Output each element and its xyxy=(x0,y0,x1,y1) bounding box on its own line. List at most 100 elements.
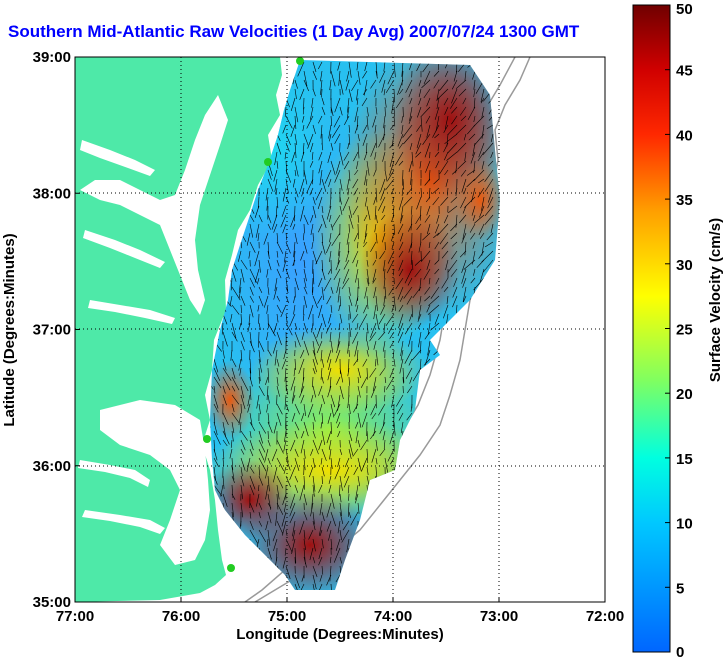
velocity-vector xyxy=(257,232,260,242)
velocity-vector xyxy=(419,205,422,221)
velocity-vector xyxy=(408,331,413,347)
velocity-vector xyxy=(426,124,431,138)
velocity-vector xyxy=(459,250,467,258)
velocity-vector xyxy=(258,475,264,486)
velocity-vector xyxy=(421,106,431,117)
velocity-vector xyxy=(433,70,440,77)
velocity-vector xyxy=(417,106,422,118)
velocity-vector xyxy=(352,205,359,216)
velocity-vector xyxy=(444,133,458,145)
velocity-vector xyxy=(375,250,377,259)
velocity-vector xyxy=(240,268,245,283)
velocity-vector xyxy=(466,169,476,176)
velocity-vector xyxy=(321,394,325,405)
velocity-vector xyxy=(258,214,263,223)
velocity-vector xyxy=(354,124,359,134)
velocity-vector xyxy=(408,241,413,253)
velocity-vector xyxy=(231,331,238,342)
velocity-vector xyxy=(444,115,449,129)
velocity-vector xyxy=(416,124,422,132)
velocity-vector xyxy=(318,547,323,560)
velocity-vector xyxy=(398,250,404,258)
velocity-vector xyxy=(433,178,440,185)
velocity-vector xyxy=(348,511,352,519)
velocity-vector xyxy=(450,223,458,232)
velocity-vector xyxy=(425,160,431,173)
velocity-vector xyxy=(401,61,404,77)
velocity-vector xyxy=(291,538,296,554)
x-tick-label: 74:00 xyxy=(374,608,412,625)
velocity-vector xyxy=(428,295,440,306)
velocity-vector xyxy=(399,241,404,251)
velocity-vector xyxy=(386,376,395,390)
velocity-vector xyxy=(339,529,342,541)
velocity-vector xyxy=(426,205,431,216)
velocity-vector xyxy=(306,115,314,129)
velocity-vector xyxy=(300,376,305,393)
velocity-vector xyxy=(354,169,359,176)
velocity-vector xyxy=(400,205,404,222)
velocity-vector xyxy=(398,412,404,421)
velocity-vector xyxy=(240,466,243,477)
velocity-vector xyxy=(303,133,309,146)
velocity-vector xyxy=(301,187,305,197)
velocity-vector xyxy=(339,502,342,517)
velocity-vector xyxy=(320,421,323,429)
velocity-vector xyxy=(303,214,309,226)
velocity-vector xyxy=(303,277,307,289)
velocity-vector xyxy=(388,322,395,335)
velocity-vector xyxy=(357,475,360,487)
velocity-vector xyxy=(267,529,271,546)
velocity-vector xyxy=(312,583,316,590)
velocity-vector xyxy=(401,115,404,123)
velocity-vector xyxy=(469,223,476,233)
velocity-vector xyxy=(326,574,332,586)
velocity-vector xyxy=(289,511,296,524)
velocity-vector xyxy=(362,358,368,367)
velocity-vector xyxy=(409,61,413,70)
velocity-vector xyxy=(294,475,299,483)
velocity-vector xyxy=(264,448,269,463)
velocity-vector xyxy=(443,214,449,224)
velocity-vector xyxy=(249,277,255,288)
velocity-vector xyxy=(240,340,245,351)
velocity-vector xyxy=(318,385,323,396)
velocity-vector xyxy=(222,331,228,347)
velocity-vector xyxy=(434,151,440,157)
velocity-vector xyxy=(276,475,284,489)
chart-title: Southern Mid-Atlantic Raw Velocities (1 … xyxy=(8,22,580,41)
velocity-vector xyxy=(386,259,395,274)
velocity-vector xyxy=(249,376,253,387)
velocity-vector xyxy=(276,457,284,471)
y-axis-ticks: 39:00 38:00 37:00 36:00 35:00 xyxy=(33,49,80,611)
velocity-vector xyxy=(366,367,368,380)
velocity-vector xyxy=(478,142,485,158)
velocity-vector xyxy=(328,475,332,484)
velocity-vector xyxy=(280,214,287,228)
velocity-vector xyxy=(411,349,422,361)
velocity-vector xyxy=(351,79,359,92)
velocity-vector xyxy=(444,106,449,115)
velocity-vector xyxy=(276,259,280,267)
velocity-vector xyxy=(266,385,269,401)
velocity-vector xyxy=(231,322,237,339)
velocity-vector xyxy=(222,358,227,371)
velocity-vector xyxy=(326,241,332,254)
velocity-vector xyxy=(274,178,278,192)
velocity-vector xyxy=(274,151,278,166)
velocity-vector xyxy=(300,439,305,454)
velocity-vector xyxy=(396,403,404,415)
velocity-vector xyxy=(444,70,449,78)
velocity-vector xyxy=(356,322,359,330)
velocity-vector xyxy=(334,403,341,416)
velocity-vector xyxy=(258,295,264,307)
velocity-vector xyxy=(318,403,323,415)
y-tick-label: 37:00 xyxy=(33,322,71,339)
velocity-vector xyxy=(439,160,449,175)
velocity-vector xyxy=(273,169,278,182)
velocity-vector xyxy=(330,538,333,550)
river-estuary xyxy=(88,300,175,324)
velocity-vector xyxy=(463,187,467,195)
velocity-vector xyxy=(335,349,341,363)
velocity-vector xyxy=(451,79,458,90)
